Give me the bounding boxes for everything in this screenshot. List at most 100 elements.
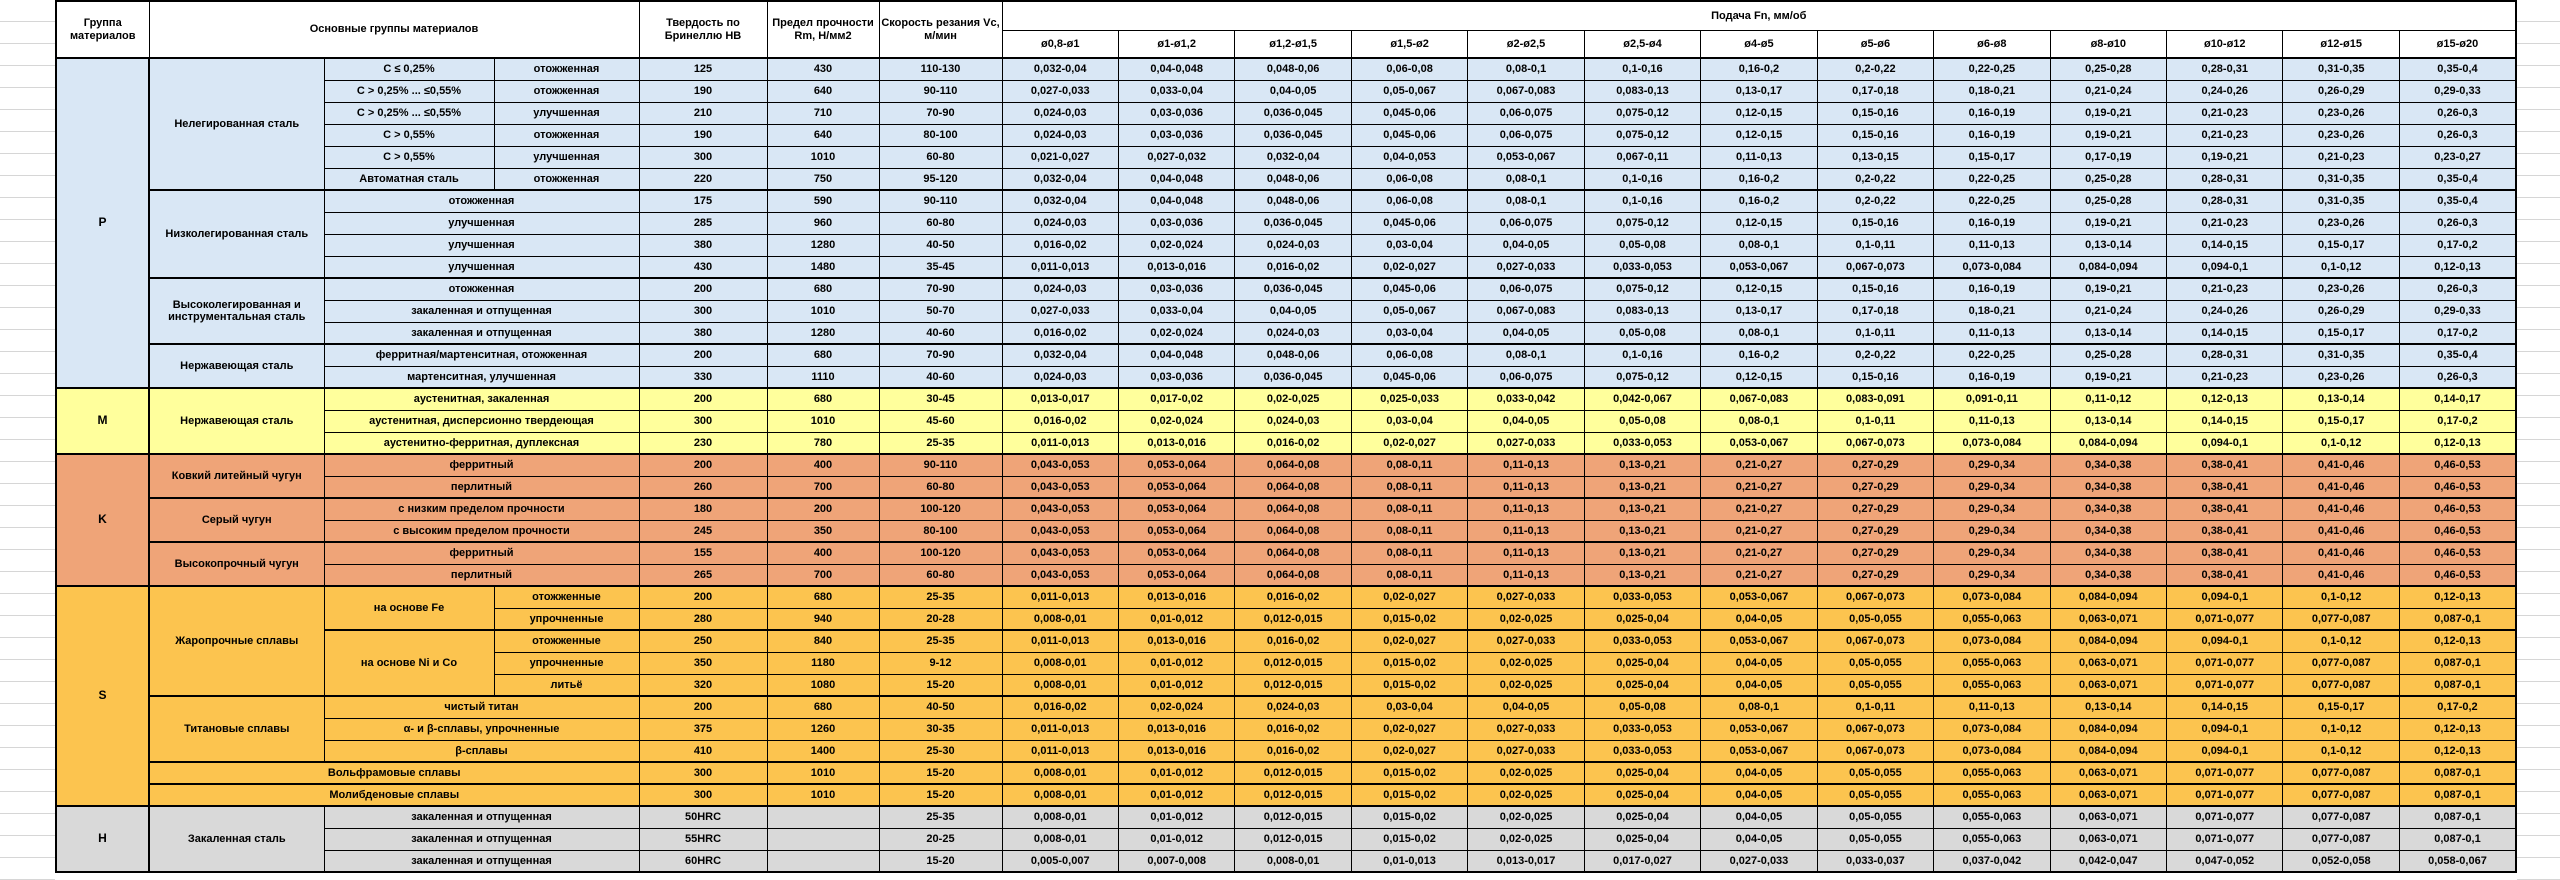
- feed-cell[interactable]: 0,008-0,01: [1001, 805, 1119, 829]
- feed-cell[interactable]: 0,34-0,38: [2049, 519, 2168, 543]
- feed-cell[interactable]: 0,005-0,007: [1001, 849, 1119, 873]
- feed-cell[interactable]: 0,011-0,013: [1001, 585, 1119, 609]
- feed-cell[interactable]: 0,29-0,34: [1933, 475, 2051, 499]
- feed-cell[interactable]: 0,04-0,05: [1234, 299, 1352, 323]
- feed-cell[interactable]: 0,15-0,17: [1933, 145, 2051, 169]
- strength-cell[interactable]: 780: [766, 431, 880, 455]
- feed-cell[interactable]: 0,11-0,13: [1467, 497, 1585, 521]
- speed-cell[interactable]: 40-50: [878, 233, 1003, 257]
- feed-cell[interactable]: 0,012-0,015: [1234, 805, 1352, 829]
- feed-cell[interactable]: 0,01-0,012: [1117, 607, 1236, 631]
- feed-cell[interactable]: 0,032-0,04: [1001, 57, 1119, 81]
- strength-cell[interactable]: 1010: [766, 145, 880, 169]
- feed-cell[interactable]: 0,036-0,045: [1234, 123, 1352, 147]
- header-diameter-3[interactable]: ø1,5-ø2: [1350, 29, 1469, 59]
- feed-cell[interactable]: 0,024-0,03: [1001, 211, 1119, 235]
- feed-cell[interactable]: 0,047-0,052: [2166, 849, 2284, 873]
- feed-cell[interactable]: 0,05-0,055: [1816, 607, 1935, 631]
- feed-cell[interactable]: 0,008-0,01: [1001, 651, 1119, 675]
- material-label[interactable]: отожженные: [493, 629, 640, 653]
- feed-cell[interactable]: 0,01-0,012: [1117, 761, 1236, 785]
- feed-cell[interactable]: 0,008-0,01: [1001, 783, 1119, 807]
- feed-cell[interactable]: 0,05-0,055: [1816, 651, 1935, 675]
- material-label[interactable]: Ковкий литейный чугун: [148, 453, 325, 499]
- feed-cell[interactable]: 0,02-0,025: [1467, 651, 1585, 675]
- feed-cell[interactable]: 0,23-0,26: [2282, 365, 2400, 389]
- material-label[interactable]: отожженная: [493, 57, 640, 81]
- feed-cell[interactable]: 0,016-0,02: [1234, 431, 1352, 455]
- feed-cell[interactable]: 0,013-0,017: [1001, 387, 1119, 411]
- feed-cell[interactable]: 0,064-0,08: [1234, 541, 1352, 565]
- material-label[interactable]: с низким пределом прочности: [323, 497, 640, 521]
- feed-cell[interactable]: 0,087-0,1: [2398, 651, 2517, 675]
- feed-cell[interactable]: 0,067-0,083: [1467, 79, 1585, 103]
- feed-cell[interactable]: 0,045-0,06: [1350, 277, 1469, 301]
- feed-cell[interactable]: 0,2-0,22: [1816, 57, 1935, 81]
- feed-cell[interactable]: 0,053-0,067: [1700, 739, 1818, 763]
- feed-cell[interactable]: 0,41-0,46: [2282, 497, 2400, 521]
- feed-cell[interactable]: 0,15-0,17: [2282, 233, 2400, 257]
- feed-cell[interactable]: 0,04-0,05: [1700, 783, 1818, 807]
- feed-cell[interactable]: 0,025-0,04: [1583, 761, 1702, 785]
- feed-cell[interactable]: 0,053-0,067: [1700, 585, 1818, 609]
- hardness-cell[interactable]: 280: [638, 607, 768, 631]
- feed-cell[interactable]: 0,02-0,025: [1467, 783, 1585, 807]
- feed-cell[interactable]: 0,027-0,033: [1700, 849, 1818, 873]
- hardness-cell[interactable]: 245: [638, 519, 768, 543]
- feed-cell[interactable]: 0,016-0,02: [1001, 321, 1119, 345]
- speed-cell[interactable]: 50-70: [878, 299, 1003, 323]
- group-code-H[interactable]: H: [55, 805, 150, 873]
- speed-cell[interactable]: 15-20: [878, 673, 1003, 697]
- material-label[interactable]: закаленная и отпущенная: [323, 321, 640, 345]
- feed-cell[interactable]: 0,11-0,13: [1700, 145, 1818, 169]
- hardness-cell[interactable]: 230: [638, 431, 768, 455]
- material-label[interactable]: Нержавеющая сталь: [148, 343, 325, 389]
- feed-cell[interactable]: 0,02-0,027: [1350, 431, 1469, 455]
- feed-cell[interactable]: 0,25-0,28: [2049, 343, 2168, 367]
- material-label[interactable]: упрочненные: [493, 651, 640, 675]
- feed-cell[interactable]: 0,15-0,17: [2282, 695, 2400, 719]
- feed-cell[interactable]: 0,073-0,084: [1933, 739, 2051, 763]
- feed-cell[interactable]: 0,22-0,25: [1933, 57, 2051, 81]
- feed-cell[interactable]: 0,1-0,16: [1583, 57, 1702, 81]
- feed-cell[interactable]: 0,05-0,055: [1816, 805, 1935, 829]
- feed-cell[interactable]: 0,12-0,15: [1700, 211, 1818, 235]
- speed-cell[interactable]: 80-100: [878, 519, 1003, 543]
- feed-cell[interactable]: 0,04-0,048: [1117, 343, 1236, 367]
- feed-cell[interactable]: 0,033-0,053: [1583, 629, 1702, 653]
- feed-cell[interactable]: 0,21-0,24: [2049, 299, 2168, 323]
- feed-cell[interactable]: 0,05-0,067: [1350, 299, 1469, 323]
- feed-cell[interactable]: 0,29-0,34: [1933, 497, 2051, 521]
- feed-cell[interactable]: 0,05-0,08: [1583, 233, 1702, 257]
- feed-cell[interactable]: 0,19-0,21: [2049, 277, 2168, 301]
- feed-cell[interactable]: 0,077-0,087: [2282, 827, 2400, 851]
- material-label[interactable]: на основе Fe: [323, 585, 495, 631]
- feed-cell[interactable]: 0,35-0,4: [2398, 57, 2517, 81]
- feed-cell[interactable]: 0,043-0,053: [1001, 563, 1119, 587]
- hardness-cell[interactable]: 210: [638, 101, 768, 125]
- material-label[interactable]: улучшенная: [493, 101, 640, 125]
- feed-cell[interactable]: 0,16-0,2: [1700, 167, 1818, 191]
- feed-cell[interactable]: 0,2-0,22: [1816, 189, 1935, 213]
- feed-cell[interactable]: 0,075-0,12: [1583, 123, 1702, 147]
- speed-cell[interactable]: 80-100: [878, 123, 1003, 147]
- feed-cell[interactable]: 0,053-0,067: [1467, 145, 1585, 169]
- hardness-cell[interactable]: 375: [638, 717, 768, 741]
- strength-cell[interactable]: 680: [766, 387, 880, 411]
- speed-cell[interactable]: 20-25: [878, 827, 1003, 851]
- feed-cell[interactable]: 0,16-0,19: [1933, 365, 2051, 389]
- feed-cell[interactable]: 0,04-0,048: [1117, 57, 1236, 81]
- feed-cell[interactable]: 0,1-0,11: [1816, 695, 1935, 719]
- speed-cell[interactable]: 90-110: [878, 189, 1003, 213]
- feed-cell[interactable]: 0,087-0,1: [2398, 805, 2517, 829]
- feed-cell[interactable]: 0,063-0,071: [2049, 607, 2168, 631]
- feed-cell[interactable]: 0,17-0,18: [1816, 79, 1935, 103]
- feed-cell[interactable]: 0,033-0,04: [1117, 79, 1236, 103]
- feed-cell[interactable]: 0,46-0,53: [2398, 563, 2517, 587]
- feed-cell[interactable]: 0,094-0,1: [2166, 717, 2284, 741]
- feed-cell[interactable]: 0,025-0,04: [1583, 651, 1702, 675]
- feed-cell[interactable]: 0,38-0,41: [2166, 563, 2284, 587]
- feed-cell[interactable]: 0,13-0,21: [1583, 497, 1702, 521]
- speed-cell[interactable]: 15-20: [878, 849, 1003, 873]
- feed-cell[interactable]: 0,17-0,19: [2049, 145, 2168, 169]
